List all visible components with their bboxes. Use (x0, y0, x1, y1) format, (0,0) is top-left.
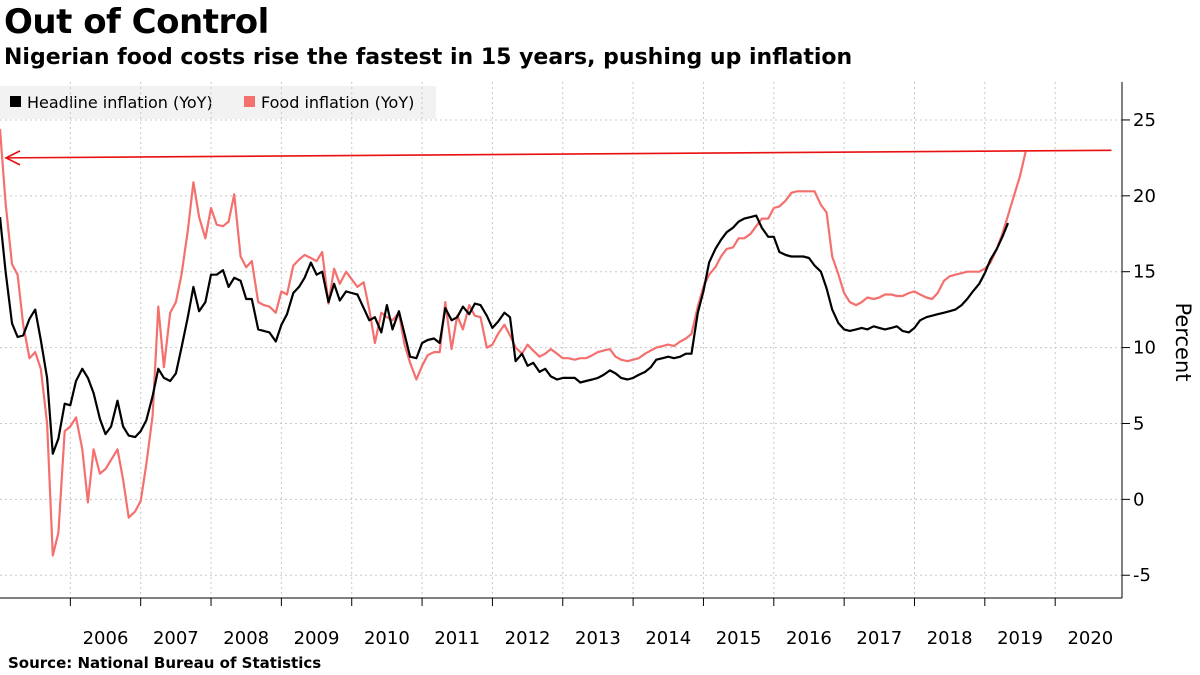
y-tick-label: 0 (1133, 489, 1144, 510)
x-tick-label: 2009 (294, 628, 340, 649)
x-tick-label: 2011 (434, 628, 480, 649)
series-layer (0, 128, 1027, 557)
x-tick-label: 2017 (856, 628, 902, 649)
source-note: Source: National Bureau of Statistics (8, 654, 322, 672)
x-tick-label: 2019 (997, 628, 1043, 649)
y-axis-label: Percent (1171, 302, 1195, 381)
chart-subtitle: Nigerian food costs rise the fastest in … (4, 45, 853, 70)
annotation-arrow-line (5, 149, 1112, 159)
annotation-layer (4, 149, 1112, 166)
x-tick-label: 2008 (223, 628, 269, 649)
y-tick-label: -5 (1133, 565, 1151, 586)
x-tick-label: 2006 (83, 628, 129, 649)
grid-layer (0, 82, 1122, 598)
x-tick-label: 2014 (645, 628, 691, 649)
x-tick-label: 2012 (505, 628, 551, 649)
legend-label-headline: Headline inflation (YoY) (27, 93, 213, 112)
annotation-arrow-head (4, 150, 21, 166)
x-tick-label: 2020 (1067, 628, 1113, 649)
legend-background (0, 86, 436, 119)
x-tick-label: 2007 (153, 628, 199, 649)
x-tick-label: 2015 (716, 628, 762, 649)
y-tick-label: 10 (1133, 338, 1156, 359)
legend-swatch-headline (10, 96, 21, 107)
legend-label-food: Food inflation (YoY) (261, 93, 414, 112)
chart-title: Out of Control (4, 2, 269, 42)
y-tick-label: 20 (1133, 186, 1156, 207)
x-tick-label: 2016 (786, 628, 832, 649)
x-tick-label: 2013 (575, 628, 621, 649)
legend-swatch-food (244, 96, 255, 107)
y-tick-label: 5 (1133, 413, 1144, 434)
series-line-headline-inflation (0, 214, 1010, 455)
y-tick-label: 15 (1133, 262, 1156, 283)
x-tick-label: 2010 (364, 628, 410, 649)
x-tick-label: 2018 (927, 628, 973, 649)
y-tick-label: 25 (1133, 110, 1156, 131)
